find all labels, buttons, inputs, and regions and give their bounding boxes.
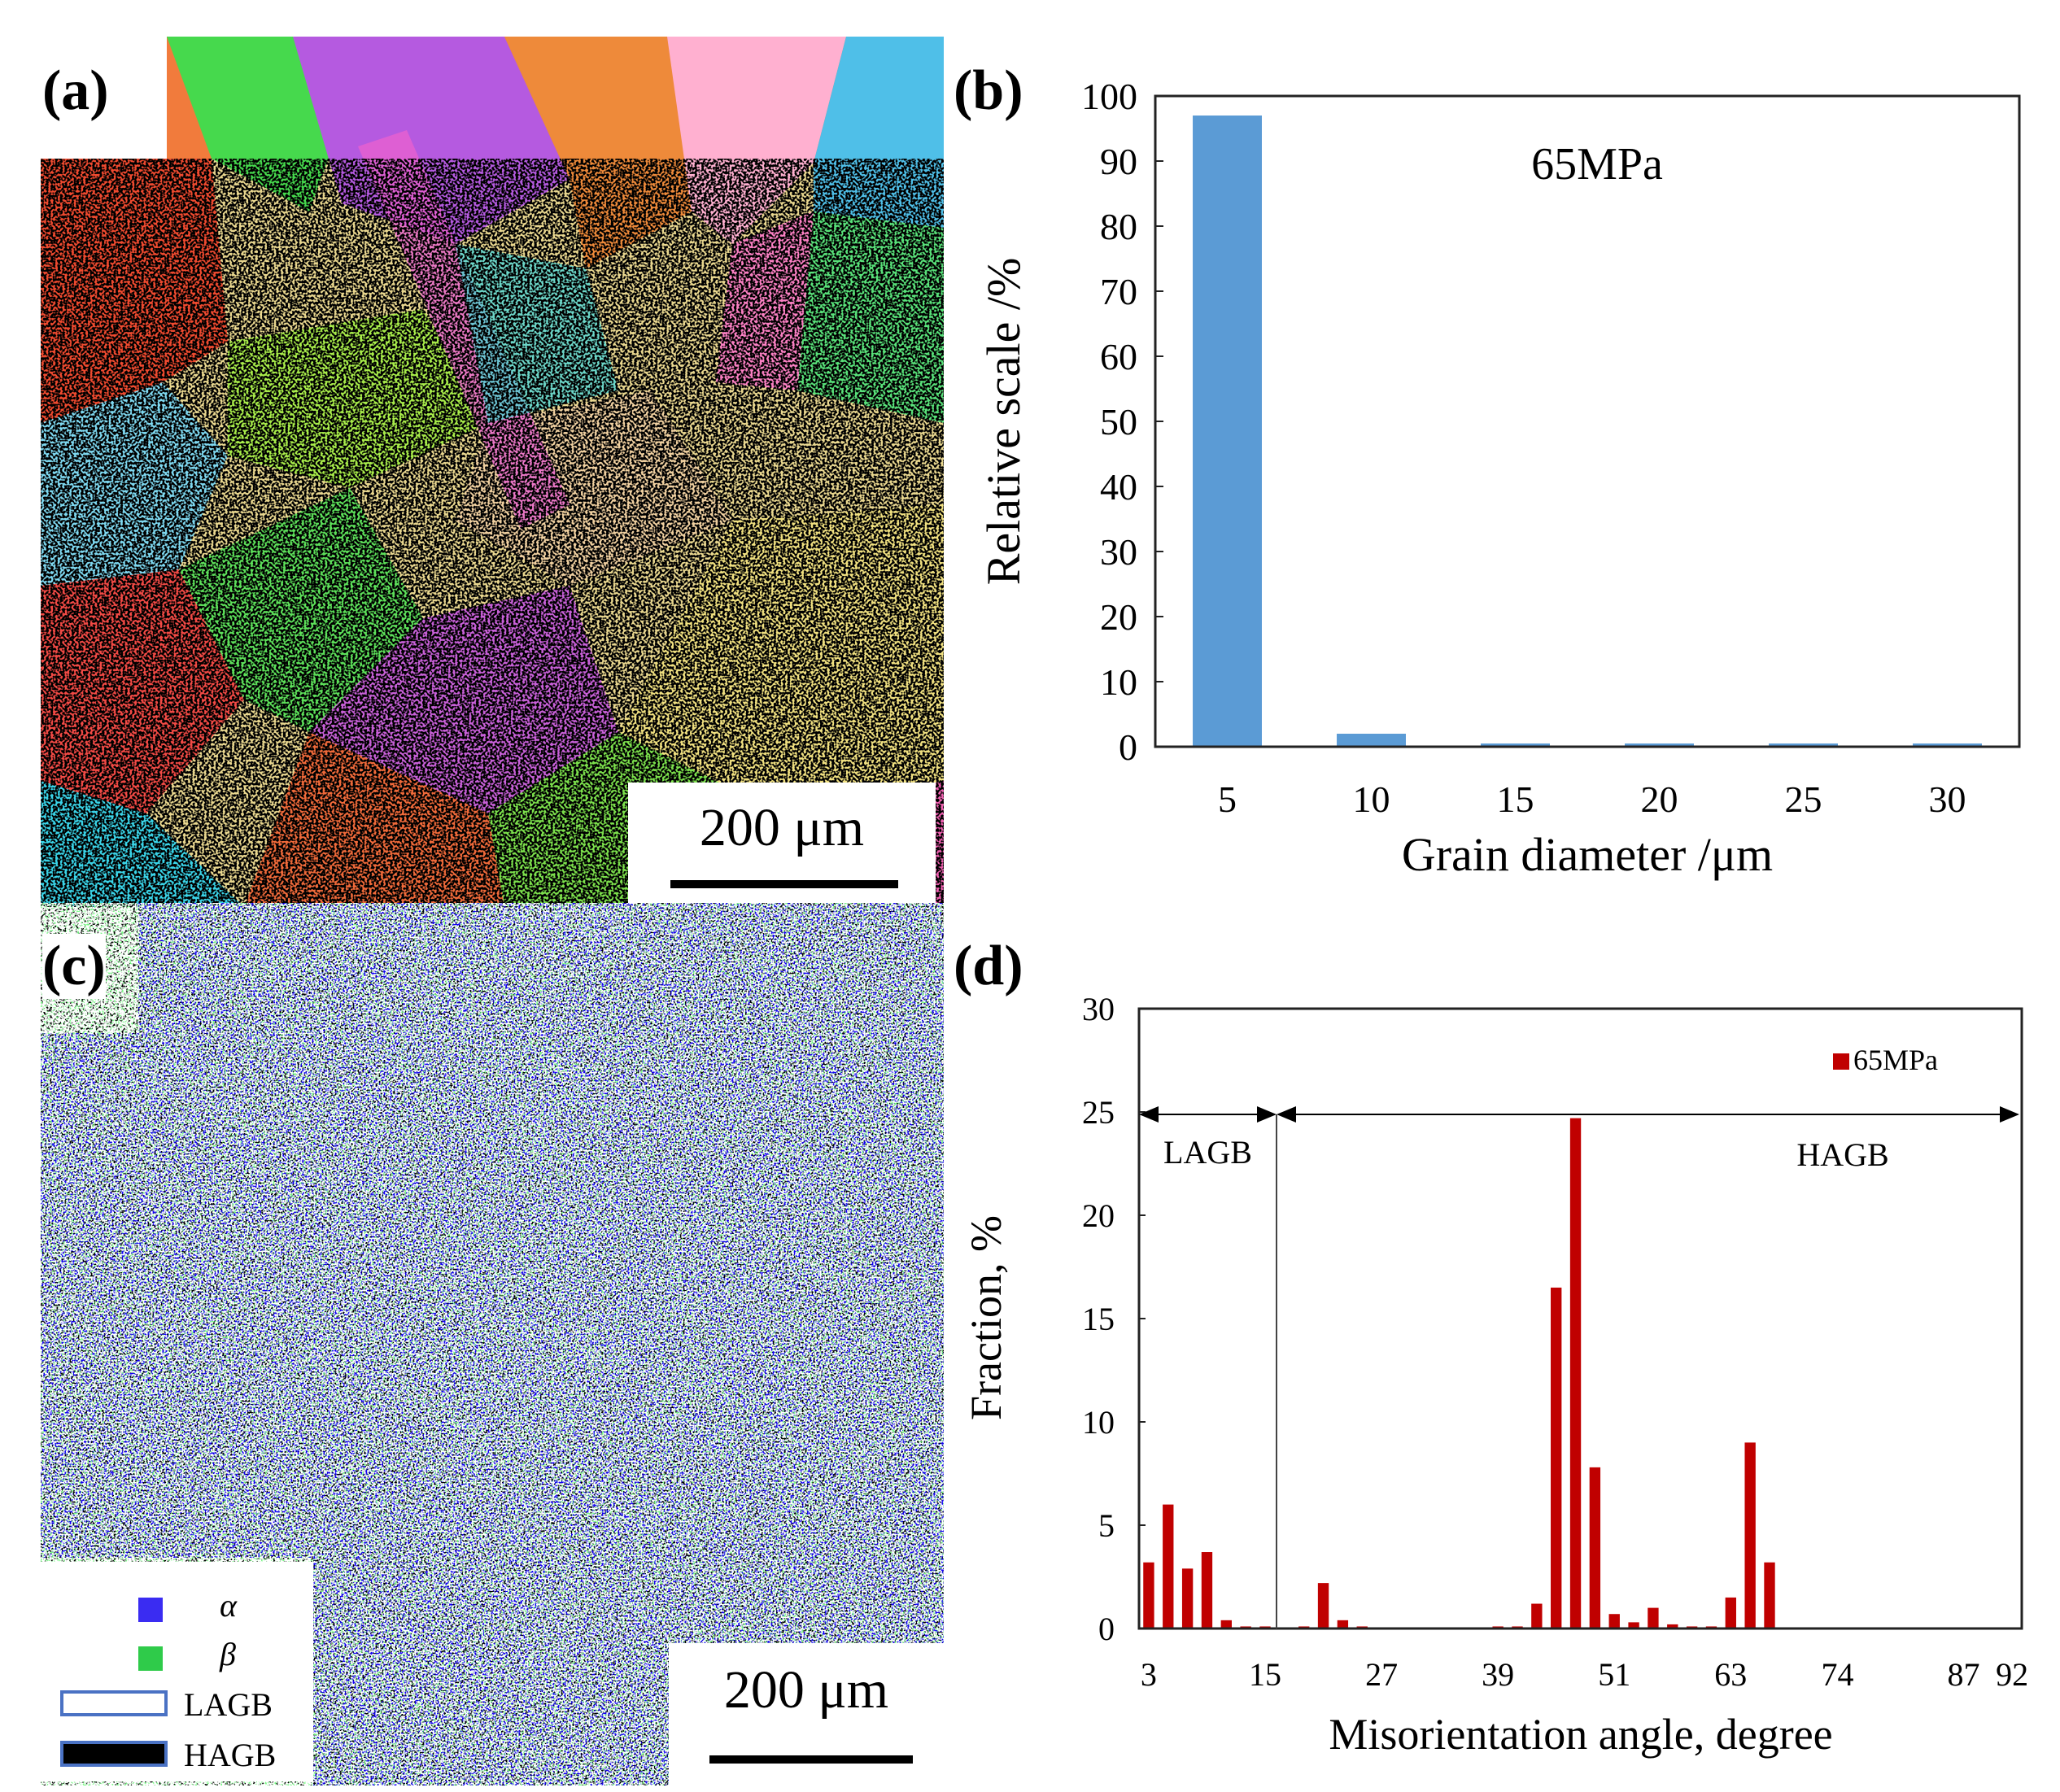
- scale-bar-a-line: [670, 880, 898, 888]
- x-tick-label: 92: [1996, 1656, 2028, 1693]
- x-tick-label: 30: [1929, 778, 1966, 820]
- x-axis-label: Grain diameter /μm: [1402, 828, 1773, 881]
- legend-alpha-text: α: [220, 1587, 237, 1624]
- bar: [1764, 1562, 1775, 1628]
- scale-bar-c-text: 200 μm: [723, 1660, 889, 1720]
- bar: [1628, 1622, 1639, 1628]
- bar: [1337, 1620, 1349, 1628]
- y-tick-label: 30: [1082, 991, 1115, 1027]
- y-axis-label: Relative scale /%: [977, 258, 1030, 586]
- y-tick-label: 30: [1100, 531, 1137, 573]
- y-tick-label: 20: [1082, 1197, 1115, 1234]
- ebsd-phase-map: [41, 903, 944, 1785]
- legend-alpha-swatch: [138, 1598, 163, 1622]
- y-tick-label: 15: [1082, 1301, 1115, 1337]
- bar: [1181, 1568, 1194, 1628]
- legend-lagb: LAGB: [60, 1684, 304, 1724]
- phase-legend: α β LAGB HAGB: [41, 1562, 313, 1781]
- legend-beta-text: β: [220, 1636, 236, 1672]
- y-tick-label: 25: [1082, 1094, 1115, 1131]
- bar: [1193, 116, 1262, 747]
- x-tick-label: 39: [1482, 1656, 1514, 1693]
- bar: [1143, 1562, 1154, 1628]
- y-tick-label: 100: [1081, 76, 1137, 117]
- bar: [1725, 1597, 1736, 1628]
- bar: [1913, 743, 1982, 747]
- chart-legend: 65MPa: [1833, 1044, 1938, 1076]
- x-tick-label: 51: [1598, 1656, 1630, 1693]
- scale-bar-a-text: 200 μm: [699, 798, 865, 857]
- bar: [1201, 1552, 1213, 1628]
- legend-hagb-text: HAGB: [184, 1737, 277, 1773]
- bar: [1481, 743, 1550, 747]
- bar: [1220, 1620, 1232, 1628]
- legend-lagb-text: LAGB: [184, 1686, 273, 1723]
- bar: [1769, 743, 1838, 747]
- legend-alpha: α: [138, 1586, 301, 1627]
- x-tick-label: 3: [1141, 1656, 1157, 1693]
- bar: [1531, 1603, 1543, 1628]
- bar: [1569, 1118, 1582, 1628]
- plot-frame: [1137, 1007, 2023, 1630]
- legend-lagb-swatch: [60, 1690, 168, 1716]
- panel-d-label: (d): [954, 934, 1023, 999]
- legend-swatch: [1833, 1053, 1849, 1070]
- x-tick-label: 25: [1785, 778, 1822, 820]
- plot-frame: [1154, 94, 2021, 748]
- bar: [1744, 1442, 1756, 1628]
- bar: [1625, 743, 1694, 747]
- y-tick-label: 10: [1100, 661, 1137, 703]
- x-tick-label: 63: [1714, 1656, 1747, 1693]
- x-tick-label: 20: [1641, 778, 1678, 820]
- panel-b-label: (b): [954, 59, 1023, 124]
- y-axis-label: Fraction, %: [962, 1215, 1010, 1420]
- bar: [1667, 1624, 1678, 1628]
- legend-beta: β: [138, 1635, 301, 1676]
- hagb-region-label: HAGB: [1796, 1136, 1888, 1173]
- x-tick-label: 74: [1821, 1656, 1853, 1693]
- y-tick-label: 0: [1098, 1611, 1115, 1647]
- panel-a-label: (a): [42, 59, 109, 124]
- x-axis-label: Misorientation angle, degree: [1329, 1710, 1832, 1759]
- legend-beta-swatch: [138, 1646, 163, 1671]
- scale-bar-c: 200 μm: [669, 1643, 944, 1785]
- x-tick-label: 5: [1218, 778, 1237, 820]
- y-tick-label: 5: [1098, 1507, 1115, 1544]
- y-tick-label: 90: [1100, 141, 1137, 182]
- y-tick-label: 80: [1100, 206, 1137, 247]
- y-tick-label: 40: [1100, 466, 1137, 508]
- lagb-region-label: LAGB: [1163, 1134, 1252, 1171]
- y-tick-label: 60: [1100, 336, 1137, 377]
- bar: [1337, 734, 1406, 747]
- bar: [1608, 1614, 1620, 1628]
- panel-c-label: (c): [42, 934, 106, 999]
- x-tick-label: 15: [1497, 778, 1534, 820]
- scale-bar-a: 200 μm: [628, 783, 936, 905]
- chart-annotation: 65MPa: [1531, 139, 1663, 190]
- bar: [1317, 1583, 1329, 1628]
- bar: [1163, 1504, 1174, 1628]
- bar: [1551, 1287, 1562, 1628]
- scale-bar-c-line: [709, 1755, 913, 1764]
- x-tick-label: 87: [1947, 1656, 1979, 1693]
- bar: [1648, 1607, 1659, 1628]
- ebsd-orientation-map: [41, 37, 944, 907]
- y-tick-label: 20: [1100, 596, 1137, 638]
- legend-label: 65MPa: [1853, 1044, 1938, 1076]
- x-tick-label: 10: [1353, 778, 1390, 820]
- legend-hagb-swatch: [60, 1741, 168, 1767]
- bar: [1589, 1467, 1601, 1628]
- y-tick-label: 70: [1100, 271, 1137, 312]
- x-tick-label: 15: [1249, 1656, 1281, 1693]
- y-tick-label: 0: [1119, 726, 1137, 768]
- legend-hagb: HAGB: [60, 1734, 304, 1775]
- y-tick-label: 50: [1100, 401, 1137, 443]
- y-tick-label: 10: [1082, 1404, 1115, 1441]
- x-tick-label: 27: [1365, 1656, 1398, 1693]
